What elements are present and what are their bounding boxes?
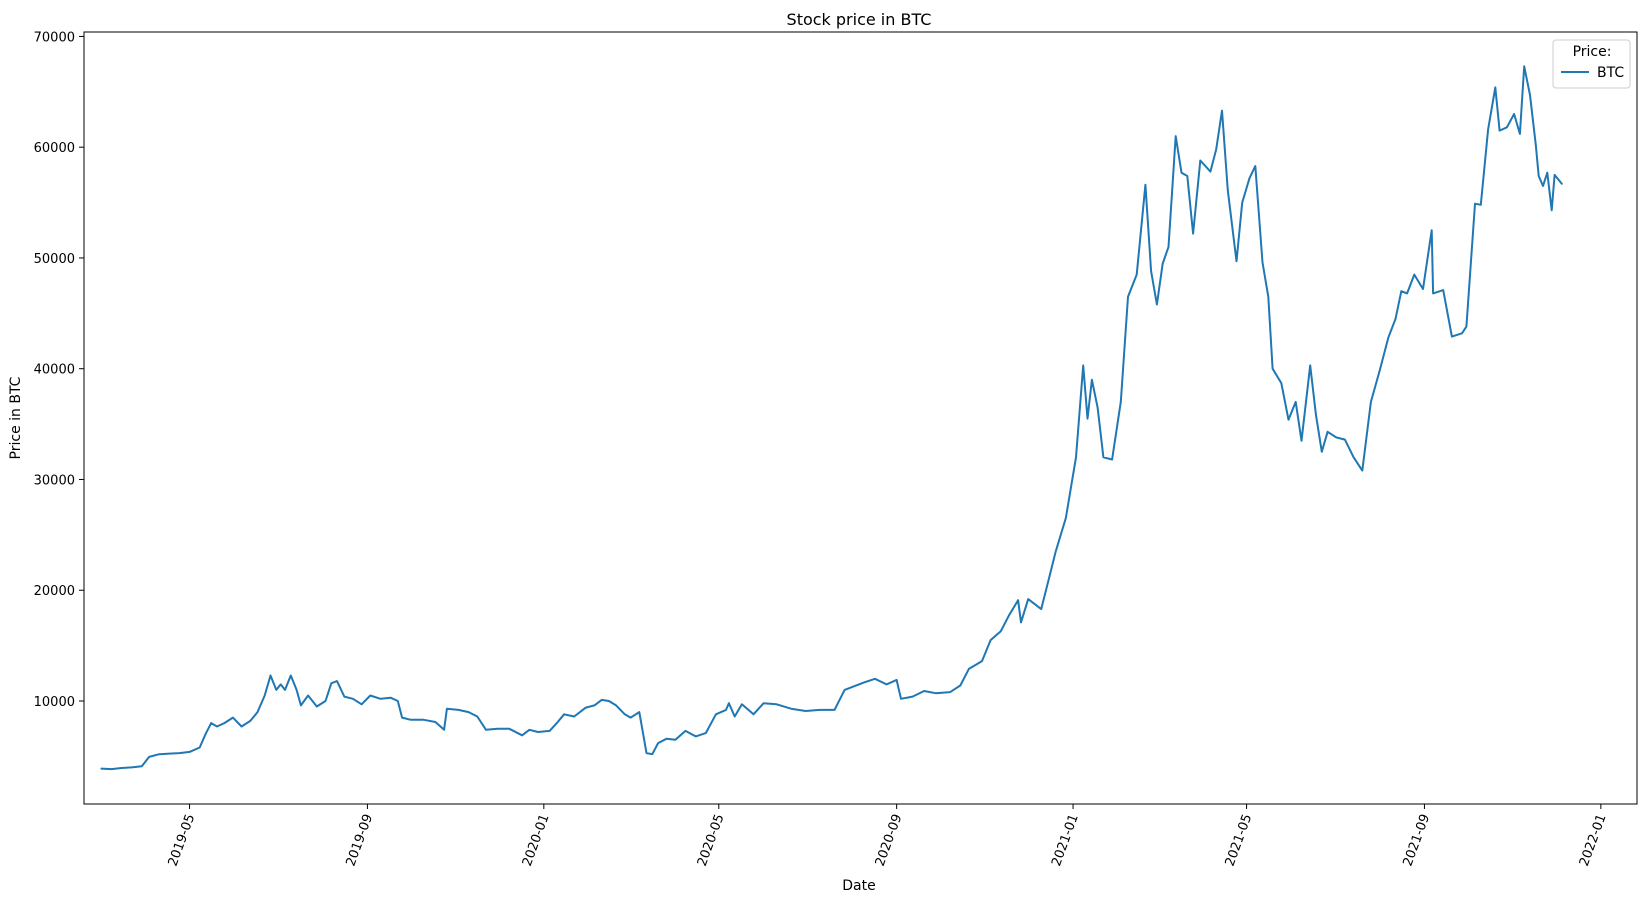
x-tick-label: 2021-05 — [1223, 812, 1256, 868]
y-tick-label: 70000 — [34, 30, 75, 45]
legend-label-btc: BTC — [1597, 65, 1624, 81]
x-tick-label: 2021-09 — [1401, 812, 1434, 868]
series-line-btc — [100, 65, 1563, 771]
x-axis-label: Date — [842, 878, 875, 894]
x-tick-label: 2021-01 — [1049, 812, 1082, 868]
x-tick-label: 2022-01 — [1577, 812, 1610, 868]
y-tick-label: 40000 — [34, 363, 75, 378]
x-tick-label: 2019-05 — [166, 812, 199, 868]
y-tick-label: 30000 — [34, 473, 75, 488]
y-axis: 10000 20000 30000 40000 50000 60000 70000 — [34, 30, 84, 710]
chart-title: Stock price in BTC — [787, 10, 932, 29]
legend: Price: BTC — [1552, 39, 1631, 89]
y-tick-label: 60000 — [34, 141, 75, 156]
x-tick-label: 2020-09 — [873, 812, 906, 868]
x-tick-label: 2020-05 — [695, 812, 728, 868]
y-tick-label: 20000 — [34, 584, 75, 599]
legend-title: Price: — [1573, 44, 1612, 60]
x-axis: 2019-05 2019-09 2020-01 2020-05 2020-09 2021-… — [166, 804, 1610, 868]
x-tick-label: 2019-09 — [343, 812, 376, 868]
y-axis-label: Price in BTC — [8, 376, 24, 459]
x-tick-label: 2020-01 — [520, 812, 553, 868]
y-tick-label: 50000 — [34, 252, 75, 267]
legend-box — [1552, 39, 1631, 89]
y-tick-label: 10000 — [34, 695, 75, 710]
series-layer — [100, 65, 1563, 771]
plot-area — [83, 31, 1638, 805]
